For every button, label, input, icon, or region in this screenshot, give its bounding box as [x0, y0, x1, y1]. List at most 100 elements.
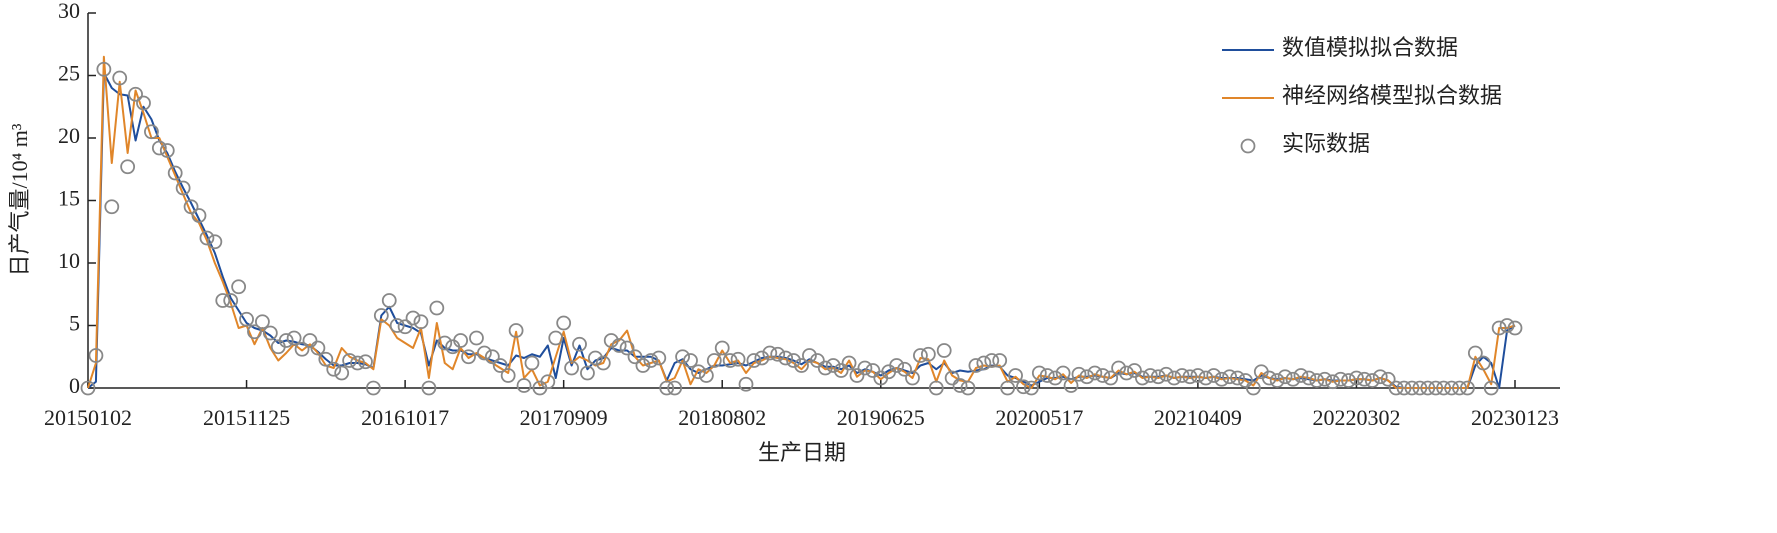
legend-label: 数值模拟拟合数据 — [1282, 35, 1458, 60]
y-tick-label: 25 — [58, 61, 80, 86]
data-point — [619, 340, 635, 356]
data-point — [1214, 371, 1230, 387]
data-point — [611, 338, 627, 353]
data-point — [183, 199, 199, 215]
data-point — [1087, 365, 1103, 381]
data-point — [1436, 380, 1452, 396]
data-point — [809, 353, 825, 368]
data-point — [1230, 370, 1245, 386]
x-tick-label: 20190625 — [837, 405, 925, 430]
data-point — [984, 353, 1000, 368]
x-tick-label: 20150102 — [44, 405, 132, 430]
data-point — [1174, 368, 1190, 383]
legend-label: 神经网络模型拟合数据 — [1282, 83, 1502, 108]
data-point — [1095, 368, 1111, 383]
data-point — [437, 335, 453, 351]
y-tick-label: 0 — [69, 373, 80, 398]
data-point — [905, 370, 920, 386]
data-point — [992, 353, 1008, 368]
data-point — [159, 143, 175, 158]
data-point — [1119, 365, 1134, 381]
data-point — [786, 353, 801, 368]
data-point — [397, 319, 413, 335]
data-point — [492, 358, 508, 373]
data-point — [1158, 366, 1174, 382]
data-point — [1269, 373, 1285, 388]
data-point — [318, 351, 334, 367]
legend-item: 实际数据 — [1240, 131, 1370, 156]
data-point — [595, 355, 611, 371]
data-point — [405, 310, 421, 326]
data-point — [841, 355, 857, 371]
data-point — [659, 380, 675, 396]
y-tick-label: 10 — [58, 248, 80, 273]
data-point — [1301, 370, 1317, 386]
data-point — [722, 353, 738, 368]
data-point — [1238, 373, 1253, 388]
y-tick-label: 15 — [58, 186, 80, 211]
data-point — [1460, 380, 1475, 396]
data-point — [580, 365, 595, 381]
data-point — [1039, 368, 1055, 383]
data-point — [1333, 371, 1348, 387]
data-point — [1372, 369, 1388, 385]
data-point — [207, 234, 223, 250]
data-point — [239, 311, 254, 327]
data-point — [564, 360, 579, 376]
y-tick-label: 5 — [69, 311, 80, 336]
data-point — [1412, 380, 1428, 396]
data-point — [1166, 370, 1182, 386]
x-tick-label: 20170909 — [520, 405, 608, 430]
data-point — [1206, 368, 1222, 383]
x-axis-label: 生产日期 — [758, 440, 846, 465]
data-point — [730, 351, 746, 367]
data-point — [500, 368, 516, 383]
data-point — [683, 353, 698, 368]
data-point — [453, 333, 469, 348]
y-tick-label: 20 — [58, 123, 80, 148]
data-point — [191, 208, 207, 223]
data-point — [1475, 355, 1491, 371]
data-point — [794, 358, 809, 373]
data-point — [540, 374, 556, 390]
data-point — [1198, 370, 1214, 386]
data-point — [294, 341, 310, 357]
data-point — [1349, 370, 1364, 386]
data-point — [643, 353, 659, 368]
data-point — [1491, 320, 1507, 336]
y-tick-label: 30 — [58, 0, 80, 23]
data-point — [706, 353, 722, 368]
data-point — [1008, 368, 1023, 383]
data-point — [928, 380, 944, 396]
data-point — [833, 363, 849, 378]
data-point — [302, 333, 318, 348]
data-point — [1309, 373, 1325, 388]
data-point — [1317, 371, 1333, 387]
data-point — [421, 380, 437, 396]
data-point — [1293, 368, 1309, 383]
data-point — [1341, 373, 1356, 388]
data-point — [691, 364, 706, 380]
data-point — [262, 325, 278, 341]
data-point — [936, 343, 952, 358]
data-point — [1285, 371, 1301, 387]
data-point — [802, 348, 817, 363]
data-point — [1277, 369, 1293, 385]
data-point — [88, 348, 104, 363]
data-point — [1364, 373, 1380, 388]
data-point — [738, 376, 754, 392]
data-point — [968, 358, 984, 373]
data-point — [231, 279, 247, 295]
data-point — [365, 380, 381, 396]
data-point — [334, 365, 350, 381]
data-point — [1055, 365, 1071, 381]
data-point — [1325, 374, 1341, 390]
data-point — [350, 355, 365, 371]
data-point — [897, 361, 912, 377]
x-tick-label: 20200517 — [995, 405, 1083, 430]
data-point — [1261, 370, 1277, 386]
data-point — [96, 61, 112, 77]
data-point — [1245, 380, 1261, 396]
data-point — [461, 349, 476, 365]
